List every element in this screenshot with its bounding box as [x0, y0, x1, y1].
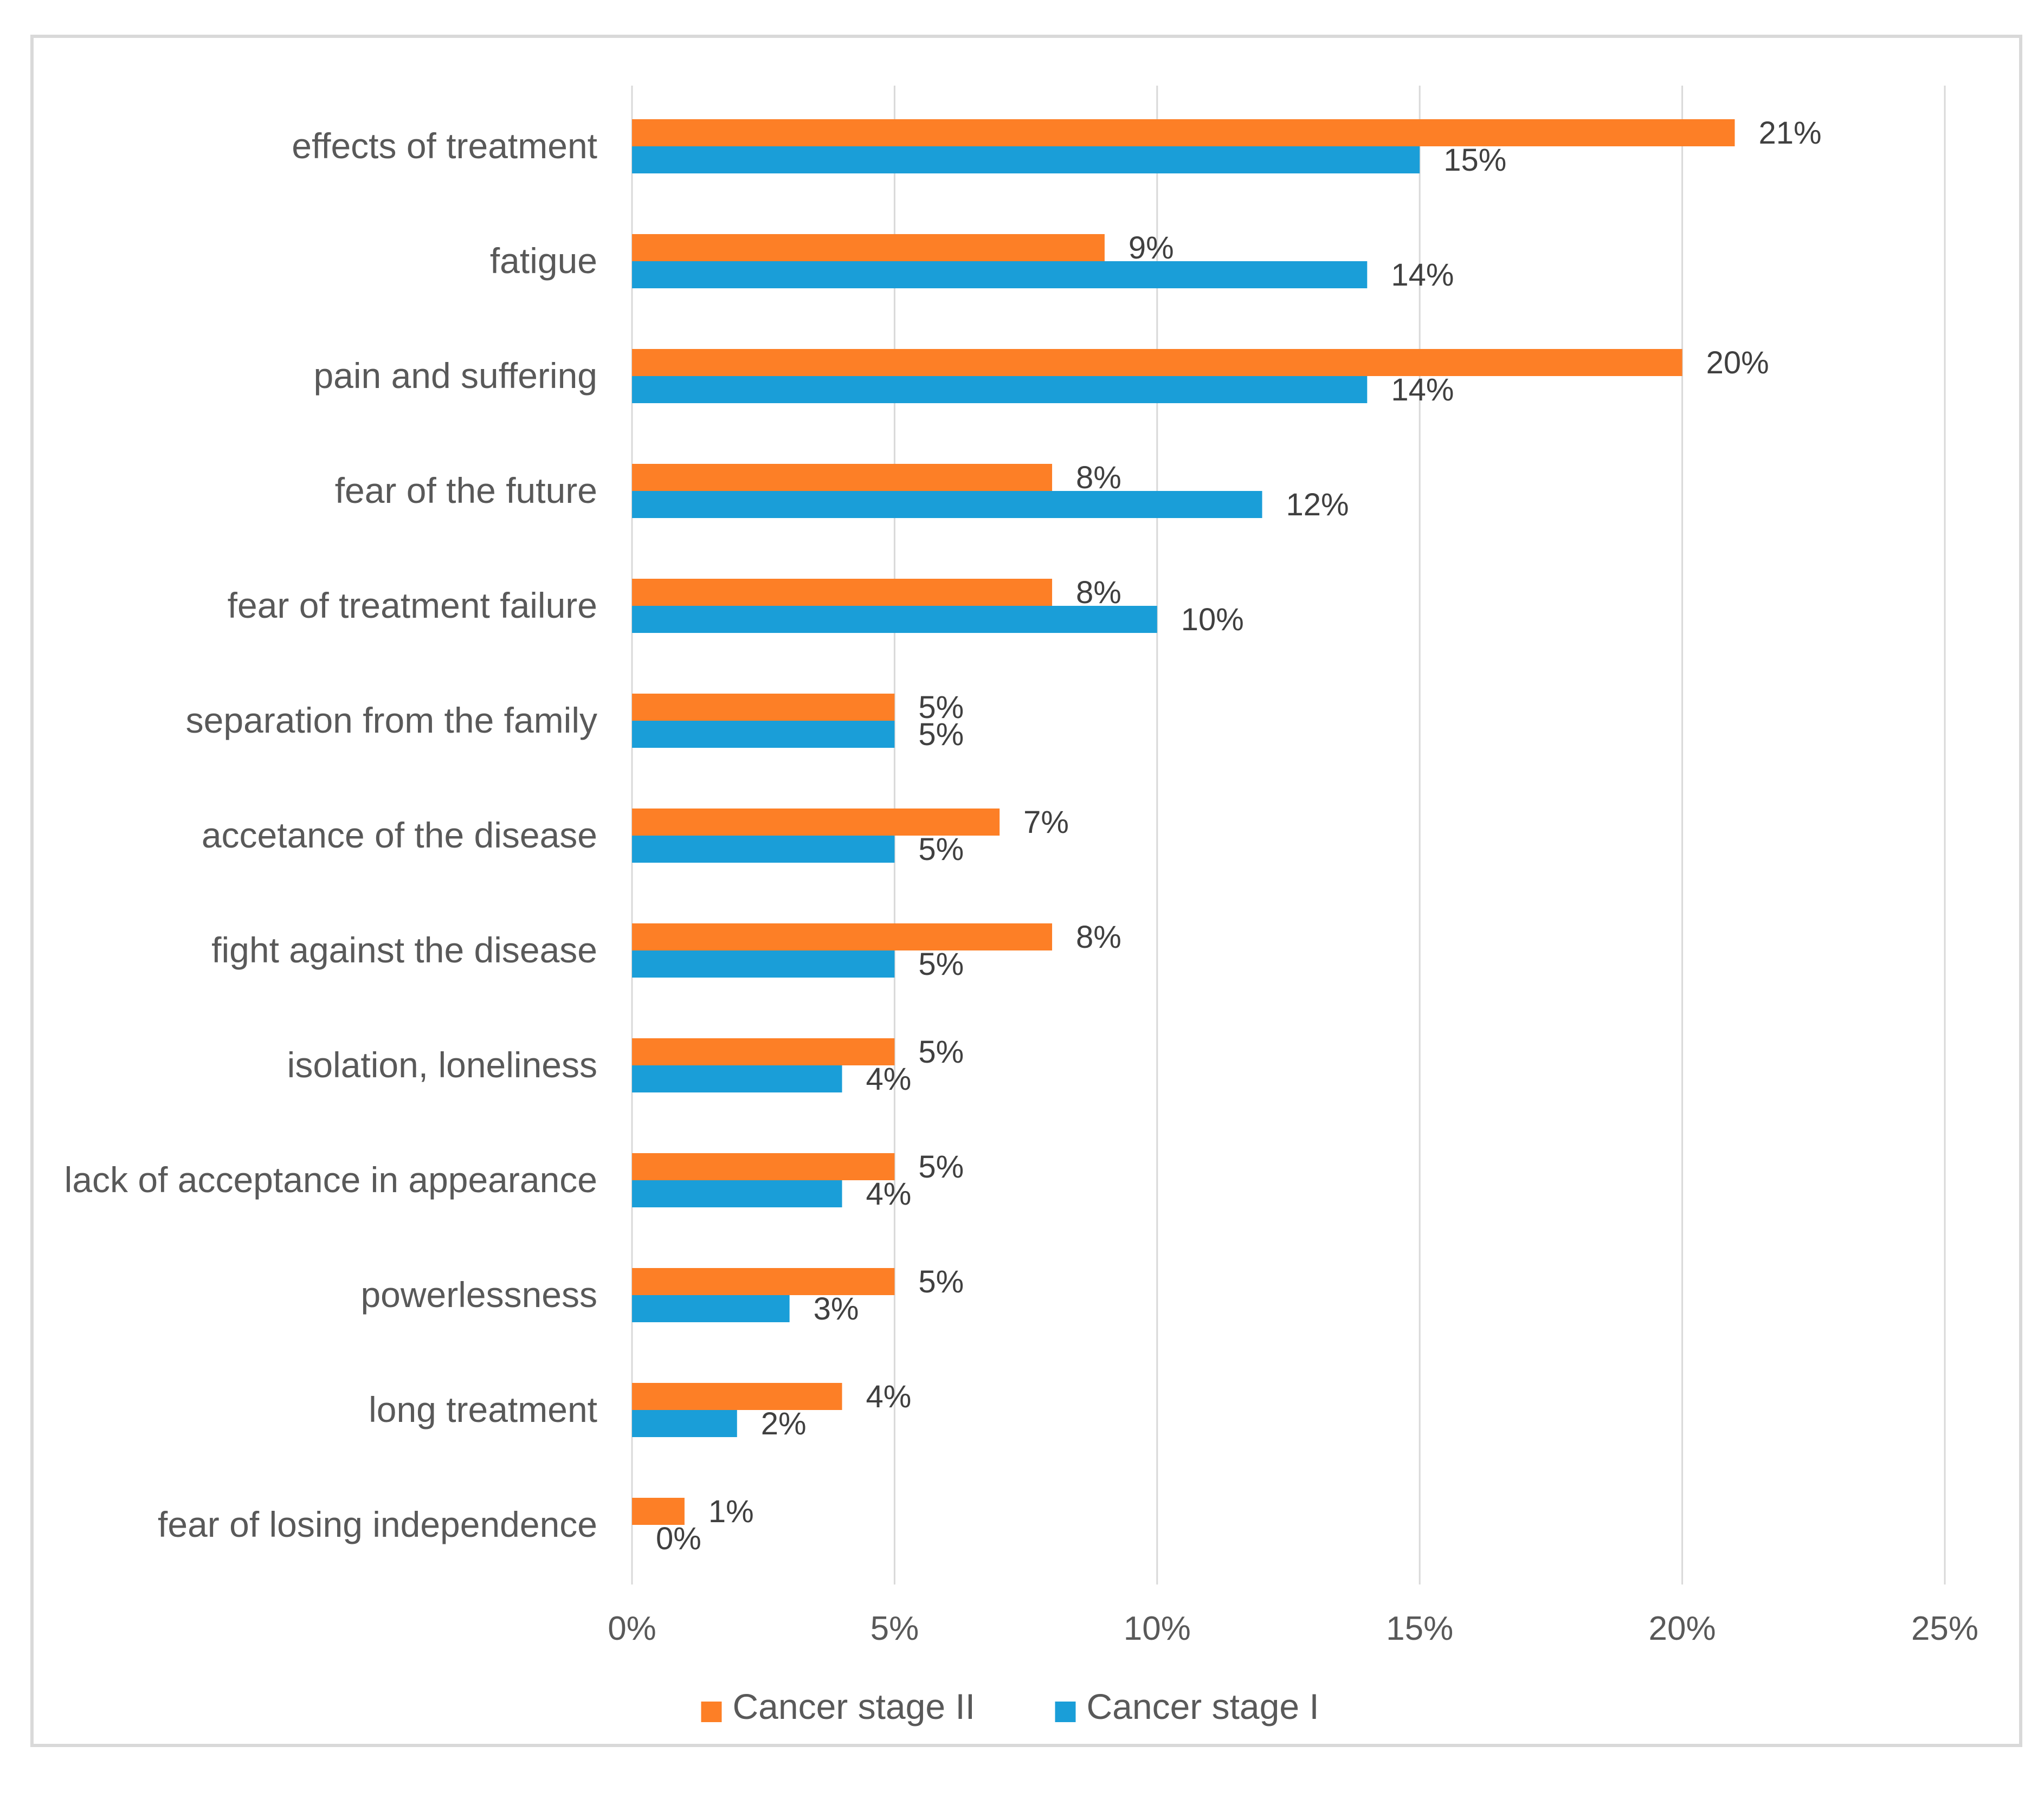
bar-stage-ii	[632, 234, 1105, 261]
data-label: 5%	[918, 832, 964, 867]
bar-stage-i	[632, 1295, 790, 1322]
bar-stage-i	[632, 1410, 737, 1437]
data-label: 4%	[866, 1379, 912, 1414]
legend-swatch	[1055, 1702, 1076, 1722]
bar-stage-ii	[632, 349, 1682, 376]
legend: Cancer stage II Cancer stage I	[701, 1686, 1319, 1726]
bar-stage-ii	[632, 694, 895, 721]
bar-stage-i	[632, 146, 1420, 173]
data-label: 4%	[866, 1062, 912, 1097]
data-label: 8%	[1076, 460, 1121, 495]
legend-swatch	[701, 1702, 722, 1722]
legend-label: Cancer stage II	[733, 1686, 976, 1726]
category-label: fear of treatment failure	[228, 585, 597, 625]
data-label: 9%	[1129, 230, 1174, 266]
x-tick-label: 20%	[1649, 1610, 1716, 1647]
x-tick-label: 0%	[608, 1610, 656, 1647]
bars	[632, 119, 1735, 1525]
data-label: 5%	[918, 690, 964, 725]
category-label: long treatment	[369, 1389, 597, 1430]
data-label: 8%	[1076, 575, 1121, 610]
category-label: isolation, loneliness	[287, 1045, 597, 1085]
data-label: 3%	[814, 1291, 859, 1327]
data-label: 15%	[1443, 143, 1506, 178]
data-label: 5%	[918, 1264, 964, 1299]
data-label: 7%	[1023, 805, 1069, 840]
bar-stage-ii	[632, 119, 1735, 146]
category-label: fear of losing independence	[158, 1504, 597, 1544]
data-label: 5%	[918, 1149, 964, 1185]
x-tick-label: 15%	[1386, 1610, 1453, 1647]
category-label: lack of acceptance in appearance	[65, 1160, 597, 1200]
bar-stage-i	[632, 261, 1368, 288]
data-label: 1%	[708, 1494, 754, 1529]
data-label: 20%	[1706, 345, 1769, 380]
data-label: 0%	[656, 1521, 701, 1556]
labels: 0% 5% 10% 15% 20% 25% effects of treatment 21% 1…	[65, 115, 1978, 1647]
bar-stage-ii	[632, 923, 1053, 950]
data-label: 8%	[1076, 920, 1121, 955]
data-label: 21%	[1758, 115, 1821, 151]
bar-stage-i	[632, 1180, 842, 1207]
category-label: fatigue	[490, 241, 597, 281]
data-label: 5%	[918, 1034, 964, 1070]
data-label: 10%	[1181, 602, 1244, 637]
category-label: fear of the future	[335, 470, 597, 510]
bar-stage-ii	[632, 464, 1053, 491]
bar-stage-i	[632, 491, 1262, 518]
gridlines	[631, 86, 1946, 1584]
bar-stage-i	[632, 1065, 842, 1092]
category-label: powerlessness	[360, 1275, 597, 1315]
data-label: 14%	[1391, 372, 1454, 408]
bar-stage-i	[632, 836, 895, 863]
bar-stage-i	[632, 376, 1368, 403]
data-label: 4%	[866, 1176, 912, 1212]
bar-stage-ii	[632, 1498, 685, 1525]
category-label: fight against the disease	[211, 930, 597, 970]
bar-stage-ii	[632, 1038, 895, 1065]
x-tick-label: 5%	[871, 1610, 919, 1647]
bar-stage-ii	[632, 809, 1000, 836]
category-label: accetance of the disease	[202, 815, 597, 855]
category-label: separation from the family	[186, 700, 597, 740]
data-label: 12%	[1286, 487, 1349, 522]
x-tick-label: 25%	[1911, 1610, 1978, 1647]
data-label: 5%	[918, 717, 964, 752]
category-label: pain and suffering	[313, 355, 597, 396]
bar-stage-ii	[632, 579, 1053, 606]
bar-stage-i	[632, 721, 895, 748]
data-label: 5%	[918, 947, 964, 982]
bar-stage-i	[632, 950, 895, 978]
bar-chart: 0% 5% 10% 15% 20% 25% effects of treatment 21% 1…	[65, 86, 1978, 1726]
bar-stage-i	[632, 606, 1157, 633]
data-label: 2%	[761, 1406, 807, 1441]
bar-stage-ii	[632, 1383, 842, 1410]
bar-stage-ii	[632, 1268, 895, 1295]
x-tick-label: 10%	[1124, 1610, 1191, 1647]
bar-stage-ii	[632, 1153, 895, 1180]
category-label: effects of treatment	[292, 126, 597, 166]
data-label: 14%	[1391, 257, 1454, 293]
chart-frame: 0% 5% 10% 15% 20% 25% effects of treatment 21% 1…	[30, 35, 2022, 1747]
legend-label: Cancer stage I	[1087, 1686, 1319, 1726]
